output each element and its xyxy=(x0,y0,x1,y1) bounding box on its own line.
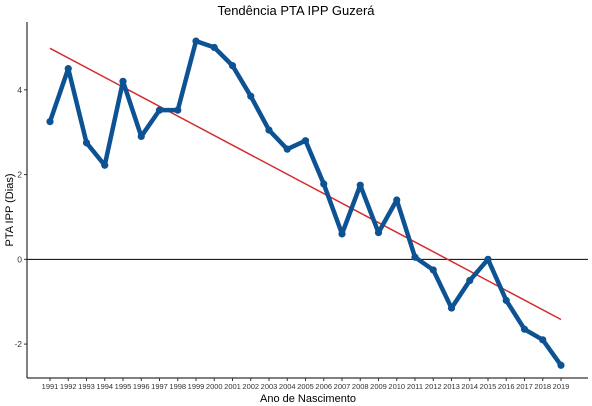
data-point xyxy=(301,137,310,145)
x-tick-label: 2007 xyxy=(334,382,351,391)
y-axis-title: PTA IPP (Dias) xyxy=(4,174,16,247)
series-line xyxy=(47,38,564,368)
x-tick-label: 2016 xyxy=(498,382,515,391)
data-point xyxy=(174,106,182,114)
x-tick-label: 2010 xyxy=(388,382,405,391)
data-point xyxy=(539,336,547,344)
plot-area: -2 0 2 4 1991 1992 1993 1994 1995 1996 1997 1998 199… xyxy=(14,22,588,391)
data-point xyxy=(557,361,565,369)
data-point xyxy=(101,161,109,169)
data-point xyxy=(265,126,273,134)
x-tick-label: 2001 xyxy=(224,382,241,391)
data-point xyxy=(374,229,383,237)
x-tick-label: 2013 xyxy=(443,382,460,391)
x-tick-label: 1992 xyxy=(60,382,77,391)
data-point xyxy=(192,37,200,45)
data-point xyxy=(411,253,419,261)
data-point xyxy=(466,276,474,285)
data-point xyxy=(447,304,456,312)
y-tick-label: 4 xyxy=(17,85,22,95)
data-point xyxy=(502,296,510,305)
x-tick-label: 2006 xyxy=(315,382,332,391)
x-tick-label: 2009 xyxy=(370,382,387,391)
data-point xyxy=(210,43,218,52)
x-tick-label: 2019 xyxy=(553,382,570,391)
y-tick-label: -2 xyxy=(14,339,22,349)
x-tick-label: 2011 xyxy=(407,382,423,391)
data-point xyxy=(356,181,364,189)
x-tick-label: 2008 xyxy=(352,382,369,391)
data-point xyxy=(320,180,328,188)
data-point xyxy=(283,145,291,153)
x-tick-label: 1991 xyxy=(42,382,59,391)
x-tick-label: 1993 xyxy=(78,382,95,391)
x-tick-label: 2014 xyxy=(461,382,478,391)
y-tick-label: 2 xyxy=(17,170,22,180)
data-point xyxy=(64,65,72,73)
x-tick-label: 2017 xyxy=(516,382,533,391)
y-tick-label: 0 xyxy=(17,254,22,264)
data-point xyxy=(119,77,127,85)
data-point xyxy=(155,106,164,114)
x-tick-label: 1997 xyxy=(151,382,168,391)
data-point xyxy=(429,266,437,274)
data-point xyxy=(247,92,255,100)
x-tick-label: 2018 xyxy=(534,382,551,391)
x-tick-label: 1998 xyxy=(169,382,186,391)
data-point xyxy=(393,196,401,204)
x-tick-label: 2015 xyxy=(480,382,497,391)
x-axis-title: Ano de Nascimento xyxy=(260,393,356,405)
data-point xyxy=(338,230,346,238)
x-tick-label: 2003 xyxy=(261,382,278,391)
data-point xyxy=(484,255,492,263)
x-tick-label: 1995 xyxy=(115,382,132,391)
chart-title: Tendência PTA IPP Guzerá xyxy=(217,3,375,18)
x-tick-label: 1996 xyxy=(133,382,150,391)
x-tick-label: 2005 xyxy=(297,382,314,391)
x-tick-label: 2000 xyxy=(206,382,223,391)
data-point xyxy=(520,325,529,333)
data-point xyxy=(137,132,145,141)
data-point xyxy=(228,62,237,70)
data-point xyxy=(46,117,54,126)
x-tick-label: 2004 xyxy=(279,382,296,391)
x-tick-label: 2002 xyxy=(242,382,259,391)
data-point xyxy=(82,139,91,147)
x-tick-label: 1999 xyxy=(188,382,205,391)
x-tick-label: 1994 xyxy=(96,382,113,391)
x-tick-label: 2012 xyxy=(425,382,442,391)
